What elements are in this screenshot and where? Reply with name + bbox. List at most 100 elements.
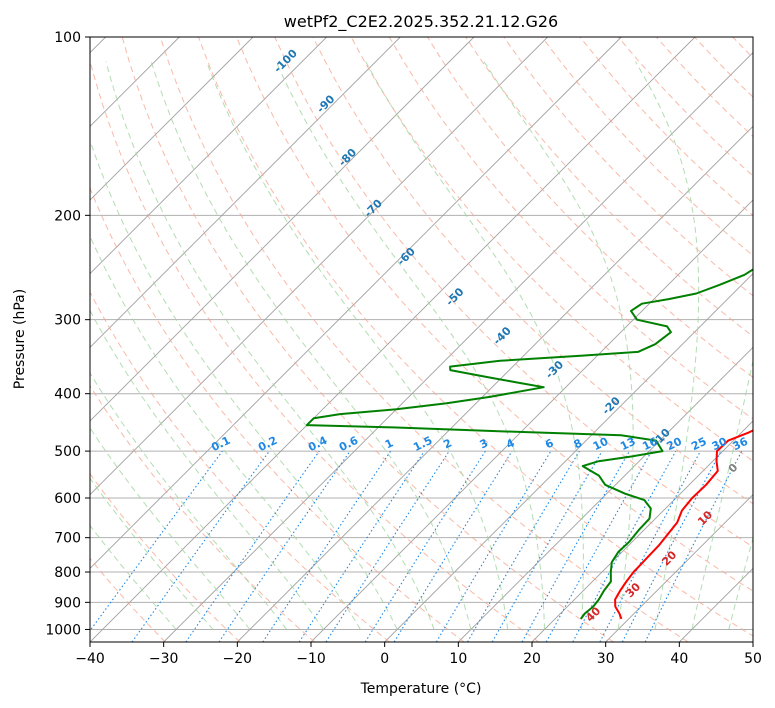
dry-adiabat-line-18 bbox=[541, 37, 753, 257]
mixing-ratio-line-2 bbox=[185, 450, 320, 642]
dry-adiabat-line-9 bbox=[198, 37, 753, 637]
x-tick-label-2: −20 bbox=[223, 651, 253, 667]
y-tick-label-6: 400 bbox=[54, 387, 81, 403]
mixing-ratio-label-16: 30 bbox=[710, 435, 730, 454]
isotherm-line-18 bbox=[384, 273, 753, 642]
moist-adiabat-line-11 bbox=[365, 61, 584, 630]
wet-bulb-label-6: -40 bbox=[491, 324, 514, 347]
mixing-ratio-line-3 bbox=[218, 450, 351, 642]
y-tick-label-8: 200 bbox=[54, 208, 81, 224]
isotherm-line-22 bbox=[679, 567, 753, 642]
dry-adiabat-line-17 bbox=[503, 37, 753, 297]
dry-adiabat-line-22 bbox=[694, 37, 753, 98]
moist-adiabat-line-6 bbox=[90, 138, 398, 630]
x-tick-label-1: −30 bbox=[149, 651, 179, 667]
mixing-ratio-label-15: 25 bbox=[689, 435, 708, 453]
x-axis-ticks: −40 −30 −20 −10 0 10 20 30 40 50 bbox=[75, 642, 762, 667]
y-tick-label-9: 100 bbox=[54, 30, 81, 46]
dry-adiabat-line-14 bbox=[388, 37, 753, 420]
x-axis-label: Temperature (°C) bbox=[360, 681, 482, 697]
isotherm-line-17 bbox=[310, 199, 753, 642]
dry-adiabat-line-13 bbox=[350, 37, 753, 462]
y-tick-label-7: 300 bbox=[54, 313, 81, 329]
moist-adiabat-line-7 bbox=[105, 61, 435, 630]
isotherm-line-14 bbox=[90, 37, 696, 642]
isotherm-line-21 bbox=[605, 494, 753, 642]
y-tick-label-5: 500 bbox=[54, 444, 81, 460]
moist-adiabat-line-1 bbox=[90, 477, 214, 630]
isotherm-line-8 bbox=[90, 37, 254, 201]
moist-adiabat-line-0 bbox=[90, 524, 177, 630]
mixing-ratio-line-8 bbox=[393, 450, 513, 642]
mixing-ratio-label-13: 16 bbox=[640, 435, 660, 454]
dry-adiabat-line-16 bbox=[465, 37, 753, 338]
mixing-ratio-label-8: 4 bbox=[504, 436, 517, 451]
moist-adiabat-line-5 bbox=[90, 235, 361, 630]
dry-adiabat-line-7 bbox=[121, 37, 614, 642]
y-tick-label-3: 700 bbox=[54, 531, 81, 547]
mixing-ratio-line-14 bbox=[572, 450, 677, 642]
x-tick-label-6: 20 bbox=[523, 651, 541, 667]
mixing-ratio-line-4 bbox=[262, 450, 392, 642]
wet-bulb-label-4: -60 bbox=[395, 245, 418, 268]
y-tick-label-2: 800 bbox=[54, 565, 81, 581]
wet-bulb-label-7: -30 bbox=[543, 358, 566, 381]
mixing-ratio-line-16 bbox=[621, 450, 722, 642]
wet-bulb-label-1: -90 bbox=[314, 92, 337, 115]
moist-adiabat-line-2 bbox=[90, 427, 251, 630]
dry-adiabat-line-15 bbox=[426, 37, 753, 378]
x-tick-label-9: 50 bbox=[744, 651, 762, 667]
chart-title: wetPf2_C2E2.2025.352.21.12.G26 bbox=[284, 12, 558, 32]
isotherm-line-15 bbox=[163, 52, 753, 642]
profile-lines bbox=[305, 268, 753, 620]
moist-adiabat-line-10 bbox=[275, 61, 546, 630]
mixing-ratio-line-6 bbox=[325, 450, 450, 642]
background-lines bbox=[90, 37, 775, 642]
moist-adiabat-line-14 bbox=[691, 358, 753, 630]
x-tick-label-3: −10 bbox=[296, 651, 326, 667]
dry-adiabat-line-24 bbox=[771, 37, 775, 642]
y-tick-label-0: 1000 bbox=[45, 622, 81, 638]
isotherm-line-20 bbox=[531, 420, 753, 642]
moist-adiabat-line-9 bbox=[206, 61, 509, 630]
mixing-ratio-line-12 bbox=[521, 450, 630, 642]
mixing-ratio-label-12: 13 bbox=[618, 435, 637, 453]
mixing-ratio-line-9 bbox=[435, 450, 552, 642]
adiabat-label-2: 20 bbox=[659, 548, 679, 568]
x-tick-label-7: 30 bbox=[597, 651, 615, 667]
moist-adiabat-line-4 bbox=[90, 309, 325, 630]
isotherm-line-13 bbox=[90, 37, 622, 569]
mixing-ratio-label-11: 10 bbox=[591, 435, 611, 454]
mixing-ratio-label-7: 3 bbox=[478, 436, 491, 451]
mixing-ratio-line-0 bbox=[90, 450, 223, 632]
x-tick-label-4: 0 bbox=[380, 651, 389, 667]
dry-adiabat-line-11 bbox=[274, 37, 753, 548]
isotherm-line-11 bbox=[90, 37, 475, 422]
dry-adiabat-line-12 bbox=[312, 37, 753, 505]
moist-adiabat-line-8 bbox=[150, 61, 472, 630]
isotherm-line-16 bbox=[237, 125, 753, 642]
dewpoint-profile-line bbox=[305, 268, 753, 620]
x-tick-label-5: 10 bbox=[449, 651, 467, 667]
mixing-ratio-line-5 bbox=[298, 450, 425, 642]
mixing-ratio-label-14: 20 bbox=[665, 435, 685, 454]
wet-bulb-label-0: -100 bbox=[271, 47, 300, 76]
isotherm-line-12 bbox=[90, 37, 548, 496]
isotherm-line-19 bbox=[458, 346, 753, 642]
dry-adiabat-line-21 bbox=[656, 37, 753, 138]
x-tick-label-0: −40 bbox=[75, 651, 105, 667]
dry-adiabat-line-8 bbox=[159, 37, 689, 642]
mixing-ratio-line-7 bbox=[364, 450, 486, 642]
wet-bulb-label-8: -20 bbox=[600, 394, 623, 417]
isotherm-line-9 bbox=[90, 37, 327, 275]
wet-bulb-label-5: -50 bbox=[443, 285, 466, 308]
dry-adiabat-line-23 bbox=[732, 37, 753, 59]
y-axis-label: Pressure (hPa) bbox=[12, 289, 28, 389]
mixing-ratio-label-17: 36 bbox=[731, 435, 751, 454]
isotherm-line-23 bbox=[752, 641, 753, 642]
mixing-ratio-label-9: 6 bbox=[543, 436, 556, 451]
wet-bulb-label-2: -80 bbox=[336, 146, 359, 169]
moist-adiabat-line-13 bbox=[634, 61, 700, 630]
dry-adiabat-line-5 bbox=[90, 186, 465, 642]
